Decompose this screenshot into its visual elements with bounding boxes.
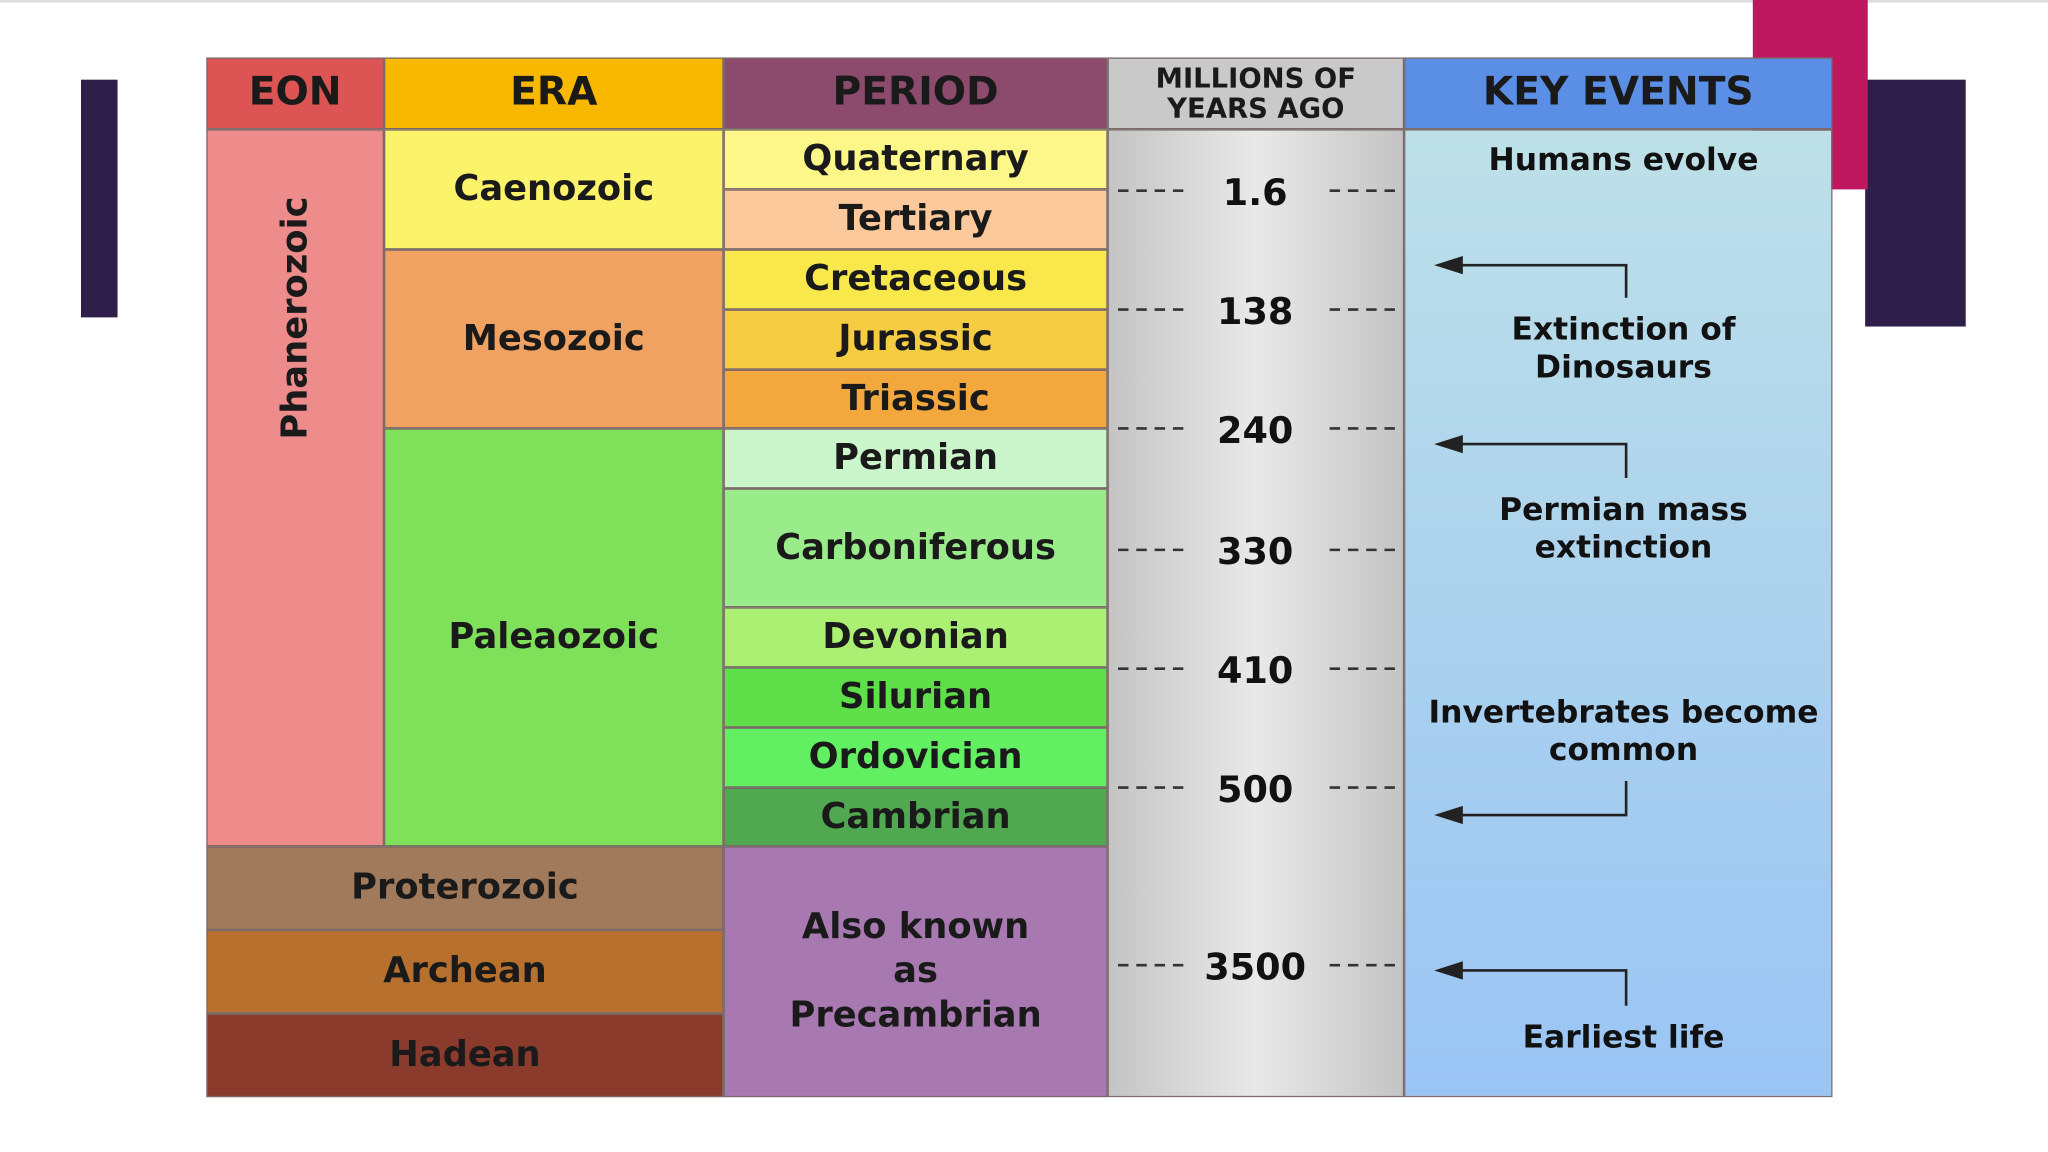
event-label: Extinction of Dinosaurs (1511, 310, 1736, 386)
event-label: Humans evolve (1488, 141, 1759, 178)
era-cell: Paleaozoic (383, 428, 724, 847)
header-cell: PERIOD (723, 57, 1108, 130)
age-label: 3500 (1204, 945, 1307, 989)
era-cell: Mesozoic (383, 249, 724, 429)
eon-cell: Proterozoic (206, 846, 724, 930)
arrowhead (1434, 805, 1463, 825)
eon-cell: Archean (206, 929, 724, 1014)
top-rule (0, 0, 2048, 3)
event-label: Permian mass extinction (1499, 491, 1748, 566)
arrowhead (1434, 255, 1463, 275)
header-cell: ERA (383, 57, 724, 130)
eon-cell: Hadean (206, 1013, 724, 1098)
age-label: 410 (1216, 649, 1294, 693)
age-label: 1.6 (1222, 171, 1288, 215)
age-label: 500 (1216, 767, 1294, 812)
arrowheads (1434, 255, 1463, 980)
arrow (1452, 263, 1628, 298)
period-cell: Tertiary (723, 189, 1108, 250)
event-label: Invertebrates become common (1428, 693, 1819, 768)
precambrian-note: Also known as Precambrian (723, 846, 1108, 1098)
age-dashes (1118, 189, 1401, 967)
header-cell: KEY EVENTS (1404, 57, 1833, 130)
period-cell: Silurian (723, 667, 1108, 728)
arrow (1452, 969, 1628, 1006)
period-cell: Cretaceous (723, 249, 1108, 310)
arrow (1452, 442, 1628, 479)
header-cell: MILLIONS OF YEARS AGO (1107, 57, 1405, 130)
eon-cell: Phanerozoic (206, 129, 384, 847)
events-column (1404, 129, 1833, 1098)
period-cell: Devonian (723, 607, 1108, 668)
period-cell: Quaternary (723, 129, 1108, 190)
period-cell: Permian (723, 428, 1108, 489)
header-cell: EON (206, 57, 384, 130)
period-cell: Jurassic (723, 309, 1108, 370)
age-label: 138 (1216, 289, 1294, 334)
age-column (1107, 129, 1405, 1098)
arrows (1452, 263, 1628, 1006)
era-cell: Caenozoic (383, 129, 724, 250)
period-cell: Ordovician (723, 727, 1108, 788)
event-label: Earliest life (1522, 1018, 1725, 1056)
period-cell: Carboniferous (723, 488, 1108, 608)
period-cell: Triassic (723, 369, 1108, 429)
arrow (1452, 781, 1628, 817)
right-accent (1865, 79, 1966, 327)
arrowhead (1434, 961, 1463, 980)
age-label: 240 (1216, 408, 1294, 452)
period-cell: Cambrian (723, 787, 1108, 847)
arrowhead (1434, 434, 1463, 454)
age-label: 330 (1216, 530, 1294, 574)
left-accent (80, 79, 118, 318)
